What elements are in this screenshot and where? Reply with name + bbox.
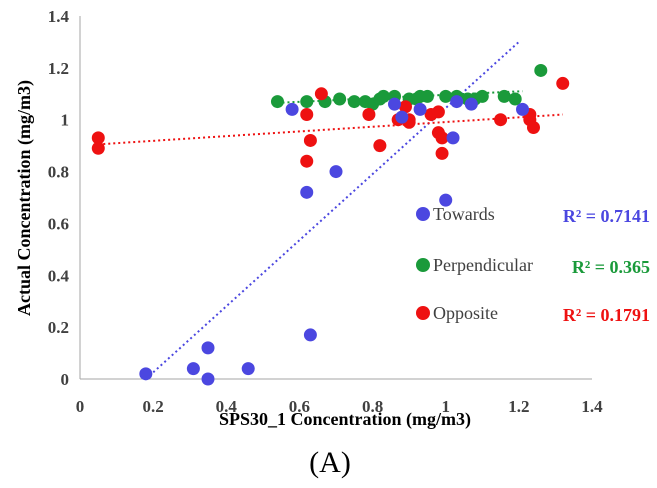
data-point-perpendicular (300, 95, 314, 109)
axes-layer: 0 0.2 0.4 0.6 0.8 1 1.2 1.4 0 0.2 0.4 0.6 0.8 1 1.2 1.4 (48, 7, 603, 416)
y-tick-label: 0.4 (48, 266, 70, 285)
data-point-opposite (526, 120, 540, 134)
data-point-opposite (91, 141, 105, 155)
data-point-perpendicular (333, 92, 347, 106)
y-tick-label: 0.2 (48, 318, 69, 337)
r2-label-towards: R² = 0.7141 (563, 206, 650, 226)
y-tick-label: 1.2 (48, 59, 69, 78)
data-point-opposite (373, 139, 387, 153)
figure-caption: (A) (309, 446, 351, 479)
y-axis-title: Actual Concentration (mg/m3) (14, 80, 35, 316)
data-point-opposite (314, 87, 328, 101)
data-point-towards (439, 193, 453, 207)
data-point-towards (303, 328, 317, 342)
y-tick-label: 1 (61, 111, 70, 130)
data-point-towards (516, 102, 530, 116)
data-point-towards (329, 165, 343, 179)
legend-marker-towards (416, 207, 430, 221)
x-axis-title: SPS30_1 Concentration (mg/m3) (219, 409, 471, 430)
y-tick-label: 0.6 (48, 214, 69, 233)
legend-label-towards: Towards (433, 204, 495, 224)
legend-marker-perpendicular (416, 258, 430, 272)
trendline-opposite (98, 113, 563, 146)
data-point-opposite (431, 105, 445, 119)
x-tick-label: 0.4 (216, 397, 238, 416)
data-point-towards (139, 367, 153, 381)
data-point-opposite (303, 133, 317, 147)
data-point-towards (446, 131, 460, 145)
data-point-towards (464, 97, 478, 111)
data-point-towards (285, 102, 299, 116)
data-point-towards (300, 185, 314, 199)
data-point-perpendicular (475, 89, 489, 103)
data-point-perpendicular (347, 95, 361, 109)
data-point-opposite (435, 146, 449, 160)
data-point-towards (388, 97, 402, 111)
data-point-perpendicular (377, 89, 391, 103)
y-tick-label: 0.8 (48, 163, 69, 182)
y-tick-label: 0 (61, 370, 70, 389)
data-point-perpendicular (534, 63, 548, 77)
data-point-perpendicular (439, 89, 453, 103)
data-point-perpendicular (508, 92, 522, 106)
data-point-towards (413, 102, 427, 116)
x-tick-label: 1 (441, 397, 450, 416)
data-point-opposite (435, 131, 449, 145)
data-point-opposite (494, 113, 508, 127)
data-point-towards (241, 362, 255, 376)
data-point-towards (186, 362, 200, 376)
trendline-towards (145, 41, 520, 380)
data-point-opposite (556, 76, 570, 90)
legend-label-perpendicular: Perpendicular (433, 255, 533, 275)
x-tick-label: 1.2 (508, 397, 529, 416)
data-point-perpendicular (497, 89, 511, 103)
legend-label-opposite: Opposite (433, 303, 498, 323)
x-tick-label: 1.4 (581, 397, 603, 416)
trendline-layer (98, 41, 563, 380)
r2-label-perpendicular: R² = 0.365 (572, 257, 650, 277)
data-point-towards (450, 95, 464, 109)
data-point-opposite (300, 108, 314, 122)
x-tick-label: 0.6 (289, 397, 310, 416)
data-point-towards (201, 341, 215, 355)
legend-marker-opposite (416, 306, 430, 320)
data-point-towards (201, 372, 215, 386)
data-point-towards (395, 110, 409, 124)
x-tick-label: 0 (76, 397, 85, 416)
r2-label-opposite: R² = 0.1791 (563, 305, 650, 325)
points-layer (91, 63, 570, 386)
x-tick-label: 0.8 (362, 397, 383, 416)
trendline-perpendicular (277, 90, 523, 104)
data-point-opposite (398, 100, 412, 114)
data-point-opposite (91, 131, 105, 145)
legend: Towards R² = 0.7141 Perpendicular R² = 0.36… (416, 204, 650, 325)
data-point-perpendicular (270, 95, 284, 109)
x-tick-label: 0.2 (143, 397, 164, 416)
data-point-perpendicular (420, 89, 434, 103)
y-tick-label: 1.4 (48, 7, 70, 26)
data-point-opposite (362, 108, 376, 122)
data-point-opposite (300, 154, 314, 168)
